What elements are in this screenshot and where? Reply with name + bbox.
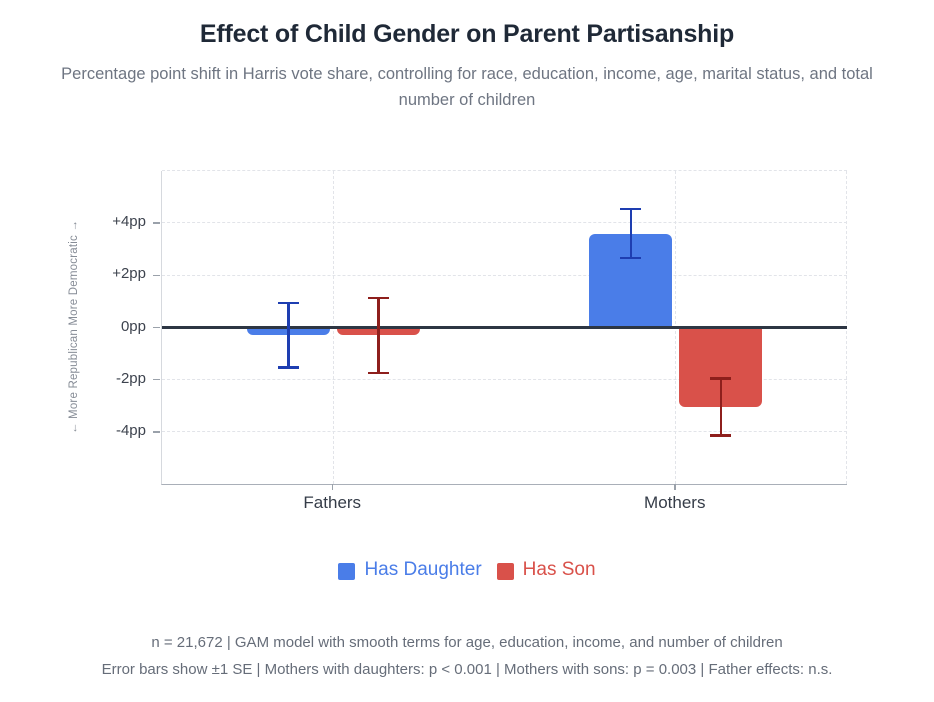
gridline-h: [162, 378, 847, 380]
error-bar-cap-top: [620, 207, 642, 211]
chart-subtitle: Percentage point shift in Harris vote sh…: [61, 65, 873, 109]
footnote-model: n = 21,672 | GAM model with smooth terms…: [151, 634, 783, 651]
error-bar-cap-bottom: [620, 256, 642, 260]
chart-title: Effect of Child Gender on Parent Partisa…: [199, 20, 735, 48]
y-tick-mark: [153, 222, 160, 224]
error-bar: [377, 297, 380, 374]
x-tick-label: Fathers: [303, 493, 362, 512]
y-tick-mark: [153, 378, 160, 381]
legend-swatch: [338, 562, 356, 580]
error-bar-cap-top: [367, 296, 389, 299]
error-bar-cap-top: [277, 301, 299, 305]
y-tick-label: -2pp: [115, 369, 146, 387]
legend-label: Has Son: [522, 559, 596, 580]
y-tick-mark: [153, 326, 160, 329]
error-bar: [719, 378, 722, 436]
gridline-h: [162, 170, 847, 172]
error-bar-cap-bottom: [710, 434, 732, 437]
y-tick-label: +4pp: [112, 213, 146, 231]
error-bar-cap-bottom: [367, 371, 389, 375]
y-tick-mark: [153, 274, 160, 277]
legend-swatch: [496, 562, 514, 580]
x-tick-label: Mothers: [644, 493, 706, 512]
plot-area: [161, 170, 847, 485]
legend: Has Daughter Has Son: [0, 559, 934, 581]
legend-item: Has Daughter: [338, 559, 482, 581]
error-bar: [287, 302, 290, 368]
x-tick-mark: [674, 484, 676, 490]
footnote-stats: Error bars show ±1 SE | Mothers with dau…: [101, 661, 833, 678]
y-tick-label: +2pp: [112, 265, 146, 283]
legend-label: Has Daughter: [364, 559, 482, 580]
y-axis-title: ← More Republican More Democratic →: [68, 219, 80, 435]
zero-line: [162, 326, 847, 329]
x-tick-mark: [331, 484, 333, 490]
y-tick-mark: [153, 431, 160, 433]
gridline-h: [162, 274, 847, 276]
y-tick-label: -4pp: [115, 421, 146, 439]
error-bar: [629, 208, 632, 259]
gridline-h: [162, 431, 847, 433]
y-tick-label: 0pp: [120, 317, 146, 335]
legend-item: Has Son: [496, 559, 596, 581]
error-bar-cap-top: [710, 377, 732, 380]
error-bar-cap-bottom: [277, 366, 299, 369]
gridline-h: [162, 222, 847, 224]
